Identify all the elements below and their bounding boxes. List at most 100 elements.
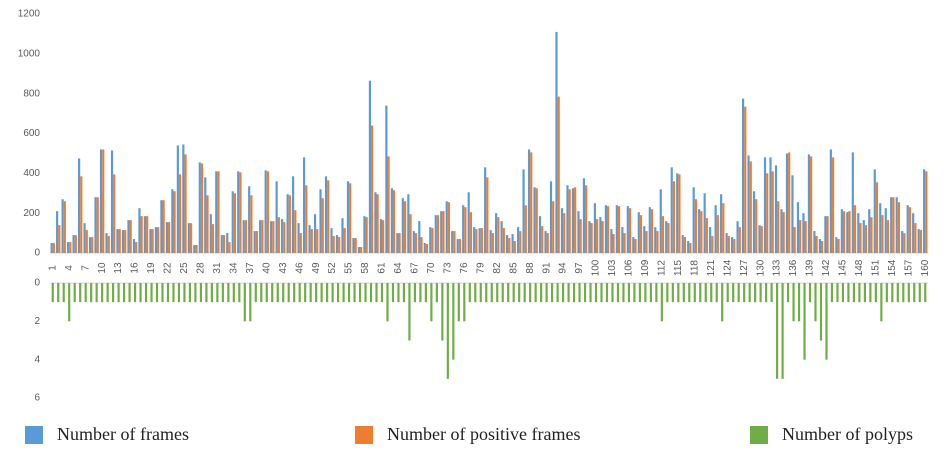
bar: [445, 201, 448, 253]
bar: [634, 239, 637, 253]
bar: [456, 239, 459, 253]
x-tick-label: 43: [278, 262, 289, 274]
bar: [665, 221, 668, 253]
bar: [255, 231, 258, 253]
bar: [248, 186, 251, 253]
bar: [862, 220, 865, 253]
bar: [206, 195, 209, 253]
bar: [335, 235, 339, 253]
x-tick-label: 1: [47, 265, 58, 271]
bar: [924, 283, 927, 303]
bar: [216, 283, 219, 303]
bar: [469, 212, 472, 253]
x-tick-label: 130: [755, 259, 766, 276]
bar: [780, 209, 783, 253]
bar: [110, 150, 114, 253]
bar: [83, 223, 86, 253]
bar: [157, 227, 160, 253]
bar: [182, 144, 185, 253]
bar: [830, 283, 834, 303]
bar: [903, 233, 906, 253]
bar: [435, 283, 438, 303]
bar: [579, 219, 582, 253]
bar: [302, 157, 306, 253]
bar: [178, 174, 182, 253]
x-tick-label: 79: [475, 262, 486, 274]
bar: [786, 283, 790, 303]
bar: [621, 227, 624, 253]
bar: [353, 283, 356, 303]
bar: [857, 213, 860, 253]
bar: [567, 283, 570, 303]
bar: [277, 217, 280, 253]
bar: [529, 283, 532, 303]
bar: [199, 283, 203, 303]
bar: [661, 216, 665, 253]
bar: [886, 220, 890, 253]
bar: [386, 283, 389, 322]
bar: [556, 283, 559, 303]
bar: [793, 227, 796, 253]
bar: [699, 283, 702, 303]
bar: [436, 215, 440, 253]
bar: [824, 216, 827, 253]
bar: [540, 283, 543, 303]
bar: [265, 283, 268, 303]
bar: [512, 283, 515, 303]
bar: [396, 233, 399, 253]
bar: [497, 217, 500, 253]
bar: [688, 283, 691, 303]
bar: [769, 157, 772, 253]
bar: [177, 283, 181, 303]
legend-label: Number of polyps: [782, 424, 913, 444]
bar: [511, 234, 514, 253]
bar: [162, 200, 165, 253]
bar: [441, 283, 444, 341]
bar: [775, 283, 779, 379]
x-tick-label: 13: [113, 262, 124, 274]
bar: [51, 283, 54, 303]
bar: [375, 283, 378, 303]
bar: [766, 173, 769, 253]
bar: [803, 283, 806, 360]
legend-label: Number of frames: [57, 424, 189, 444]
bar: [401, 198, 404, 253]
bar: [589, 283, 592, 303]
bar: [571, 188, 575, 253]
bar: [541, 226, 544, 253]
bar: [244, 220, 248, 253]
bar: [555, 31, 558, 253]
bar: [923, 169, 926, 253]
bar: [124, 230, 127, 253]
bar: [379, 219, 382, 253]
bar: [873, 169, 876, 253]
bar: [457, 283, 460, 322]
bar: [106, 283, 109, 303]
bar: [485, 283, 488, 303]
bar: [678, 174, 681, 253]
x-tick-label: 10: [97, 262, 108, 274]
bar: [901, 231, 904, 253]
bar: [523, 283, 526, 303]
bar: [275, 181, 278, 253]
bar: [271, 283, 274, 303]
bar: [151, 229, 154, 253]
bar: [397, 283, 400, 303]
x-tick-label: 67: [410, 262, 421, 274]
bar: [425, 244, 429, 253]
bar: [534, 283, 537, 303]
x-tick-label: 22: [163, 262, 174, 274]
bar: [176, 145, 179, 253]
bar: [61, 199, 64, 253]
bar: [354, 238, 357, 253]
bar: [222, 235, 226, 253]
bar: [770, 283, 773, 303]
bar: [725, 233, 728, 253]
bar: [270, 221, 273, 253]
bar: [847, 283, 850, 303]
bar: [357, 247, 361, 253]
bar: [431, 228, 434, 253]
bar: [343, 228, 346, 253]
bar: [633, 283, 636, 303]
bar: [72, 235, 75, 253]
